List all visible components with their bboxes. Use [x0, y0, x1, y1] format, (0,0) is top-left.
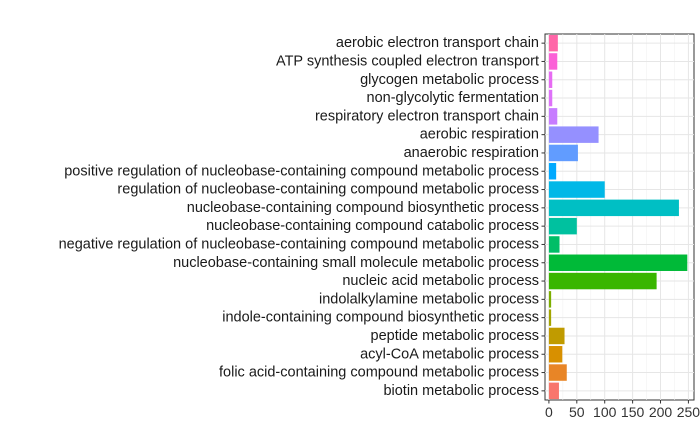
y-tick-label: positive regulation of nucleobase-contai…	[64, 163, 539, 179]
x-tick-label: 50	[569, 404, 585, 420]
x-tick-label: 0	[545, 404, 553, 420]
x-tick-label: 250	[677, 404, 700, 420]
y-tick-label: folic acid-containing compound metabolic…	[219, 365, 539, 381]
x-tick-label: 100	[593, 404, 617, 420]
bar	[548, 126, 599, 143]
bar	[548, 53, 558, 70]
y-tick-label: aerobic electron transport chain	[336, 35, 539, 51]
bar	[548, 254, 688, 271]
y-tick-label: nucleobase-containing compound biosynthe…	[187, 200, 539, 216]
y-tick-label: glycogen metabolic process	[360, 72, 539, 88]
bar	[548, 272, 657, 290]
y-tick-label: peptide metabolic process	[371, 328, 539, 344]
plot-panel	[544, 33, 695, 401]
bar	[548, 71, 553, 88]
y-tick-label: ATP synthesis coupled electron transport	[276, 53, 539, 69]
y-tick-label: nucleobase-containing compound catabolic…	[206, 218, 539, 234]
bar	[548, 144, 578, 162]
bar	[548, 236, 560, 253]
y-axis: aerobic electron transport chain ATP synt…	[59, 35, 545, 399]
y-tick-label: non-glycolytic fermentation	[367, 90, 539, 106]
bar	[548, 108, 558, 125]
bar	[548, 217, 577, 235]
bar	[548, 382, 559, 400]
bar	[548, 34, 558, 52]
bar	[548, 364, 567, 381]
y-tick-label: indole-containing compound biosynthetic …	[222, 310, 539, 326]
bar	[548, 199, 679, 217]
bar	[548, 327, 565, 345]
bar	[548, 346, 563, 363]
bar	[548, 291, 552, 308]
x-tick-label: 200	[649, 404, 673, 420]
y-tick-label: negative regulation of nucleobase-contai…	[59, 236, 539, 252]
y-tick-label: aerobic respiration	[420, 127, 539, 143]
y-tick-label: acyl-CoA metabolic process	[360, 346, 539, 362]
y-tick-label: nucleic acid metabolic process	[342, 273, 539, 289]
y-tick-label: biotin metabolic process	[383, 383, 539, 399]
bar	[548, 309, 552, 326]
bar	[548, 163, 557, 180]
x-axis: 0 50 100 150 200 250	[545, 400, 700, 420]
bars	[548, 34, 688, 400]
y-tick-label: indolalkylamine metabolic process	[319, 291, 539, 307]
y-tick-label: respiratory electron transport chain	[315, 108, 539, 124]
y-tick-label: anaerobic respiration	[404, 145, 539, 161]
y-tick-label: nucleobase-containing small molecule met…	[173, 255, 539, 271]
x-tick-label: 150	[621, 404, 645, 420]
y-tick-label: regulation of nucleobase-containing comp…	[117, 182, 539, 198]
bar	[548, 89, 553, 107]
bar	[548, 181, 605, 198]
